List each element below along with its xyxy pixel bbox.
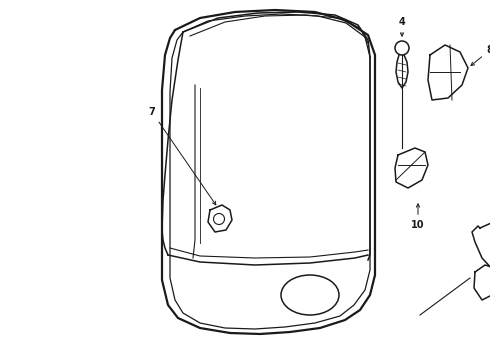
Text: 8: 8 [471,45,490,66]
Text: 7: 7 [148,107,216,205]
Text: 10: 10 [411,204,425,230]
Text: 4: 4 [399,17,405,36]
